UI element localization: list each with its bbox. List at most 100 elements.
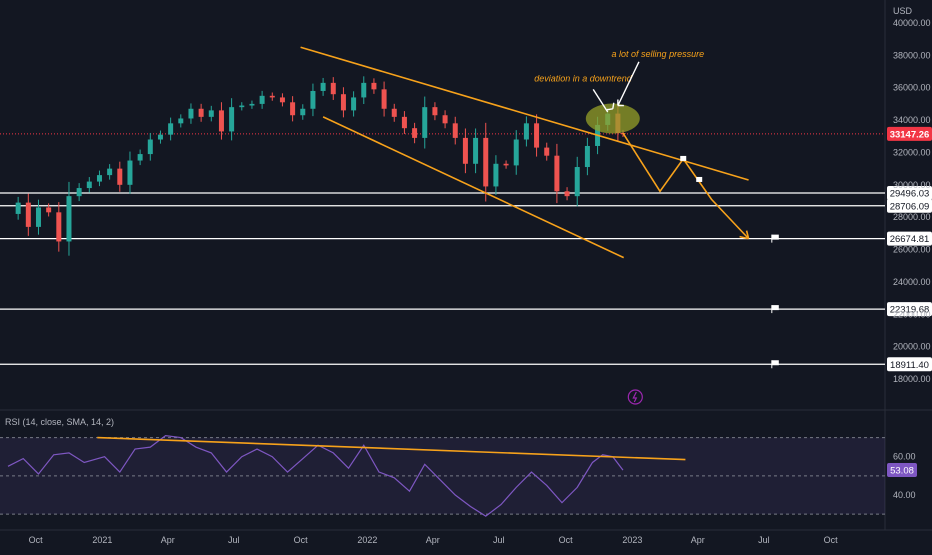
time-tick-label: Oct [29,535,44,545]
candle-body [584,145,590,168]
candle-body [157,134,163,140]
candle-body [381,89,387,109]
time-tick-label: Jul [493,535,505,545]
flag-icon [771,305,779,314]
level-price-label: 28706.09 [890,201,930,212]
time-tick-label: Apr [691,535,705,545]
candle-body [493,163,499,187]
annotation-arrow-right [617,61,640,106]
candle-body [107,168,113,176]
flag-icon [771,234,779,243]
candle-body [310,90,316,109]
highlight-ellipse [585,103,640,134]
price-tick-label: 26000.00 [893,245,931,255]
current-price-tag [887,126,932,141]
grid-lines [0,0,932,531]
time-tick-label: 2023 [622,535,642,545]
candle-body [351,97,357,111]
candle-body [239,105,245,108]
rsi-pane: 53.08 [0,435,917,517]
candle-body [432,107,438,116]
level-price-label: 29496.03 [890,188,930,199]
time-tick-label: Apr [426,535,440,545]
candle-body [35,207,41,227]
price-tick-label: 36000.00 [893,83,931,93]
candle-body [249,103,255,106]
lightning-glyph [632,391,638,403]
candle-body [574,167,580,197]
price-tick-label: 18000.00 [893,374,931,384]
candle-body [513,139,519,166]
price-tick-label: 24000.00 [893,277,931,287]
rsi-tick-label: 40.00 [893,490,916,500]
annotation-arrow-left [592,88,609,113]
flag-body [771,234,779,240]
horizontal-levels: 29496.03 28706.09 26674.81 22319.68 18911.40… [0,126,932,372]
flag-body [771,360,779,366]
candle-body [259,95,265,104]
time-tick-label: 2022 [357,535,377,545]
candle-body [46,207,52,213]
candle-body [208,110,214,117]
candle-body [117,168,123,185]
candle-body [340,94,346,111]
candle-body [86,181,92,189]
price-tick-label: 32000.00 [893,147,931,157]
current-price-label: 33147.26 [890,129,930,140]
candle-body [442,115,448,124]
trendline-lower-channel [322,116,625,259]
candle-body [229,107,235,132]
candle-body [15,202,21,214]
candle-body [178,118,184,124]
rsi-indicator-label[interactable]: RSI (14, close, SMA, 14, 2) [5,417,114,427]
arrow-head-right [617,99,624,107]
price-tick-label: 34000.00 [893,115,931,125]
time-tick-label: Oct [294,535,309,545]
candle-body [391,108,397,117]
candle-body [198,108,204,117]
candle-body [412,128,418,138]
level-price-label: 26674.81 [890,234,930,245]
time-tick-label: 2021 [92,535,112,545]
axes: 40000.00 38000.00 36000.00 34000.00 32000.00… [29,18,931,545]
candle-body [147,139,153,155]
flag-body [771,305,779,311]
candle-body [462,137,468,164]
candle-body [371,82,377,90]
candle-body [279,97,285,103]
time-tick-label: Oct [824,535,839,545]
time-tick-label: Apr [161,535,175,545]
level-price-label: 22319.68 [890,305,930,316]
price-tick-label: 38000.00 [893,50,931,60]
projection-arrowhead [739,230,750,240]
rsi-tick-label: 60.00 [893,452,916,462]
candle-body [56,212,62,242]
drawing-tools: deviation in a downtrend a lot of selling… [300,46,779,405]
rsi-line [7,435,624,517]
trendline-upper-channel [300,46,749,181]
arrow-head-left [606,102,615,111]
candle-body [473,137,479,164]
level-price-tag [887,302,932,317]
candle-body [137,154,143,161]
candle-body [168,123,174,135]
annotation-selling-pressure: a lot of selling pressure [612,49,705,59]
time-tick-label: Jul [228,535,240,545]
candle-body [330,82,336,95]
candle-body [361,82,367,98]
candle-body [523,123,529,140]
price-tick-label: 20000.00 [893,342,931,352]
candle-body [544,147,550,156]
candle-body [96,175,102,182]
level-price-tag [887,231,932,246]
candle-body [218,110,224,132]
time-tick-label: Jul [758,535,770,545]
projection-marker [696,176,703,182]
candle-body [127,160,133,185]
candle-body [422,107,428,138]
candle-body [320,82,326,91]
level-price-tag [887,185,932,200]
